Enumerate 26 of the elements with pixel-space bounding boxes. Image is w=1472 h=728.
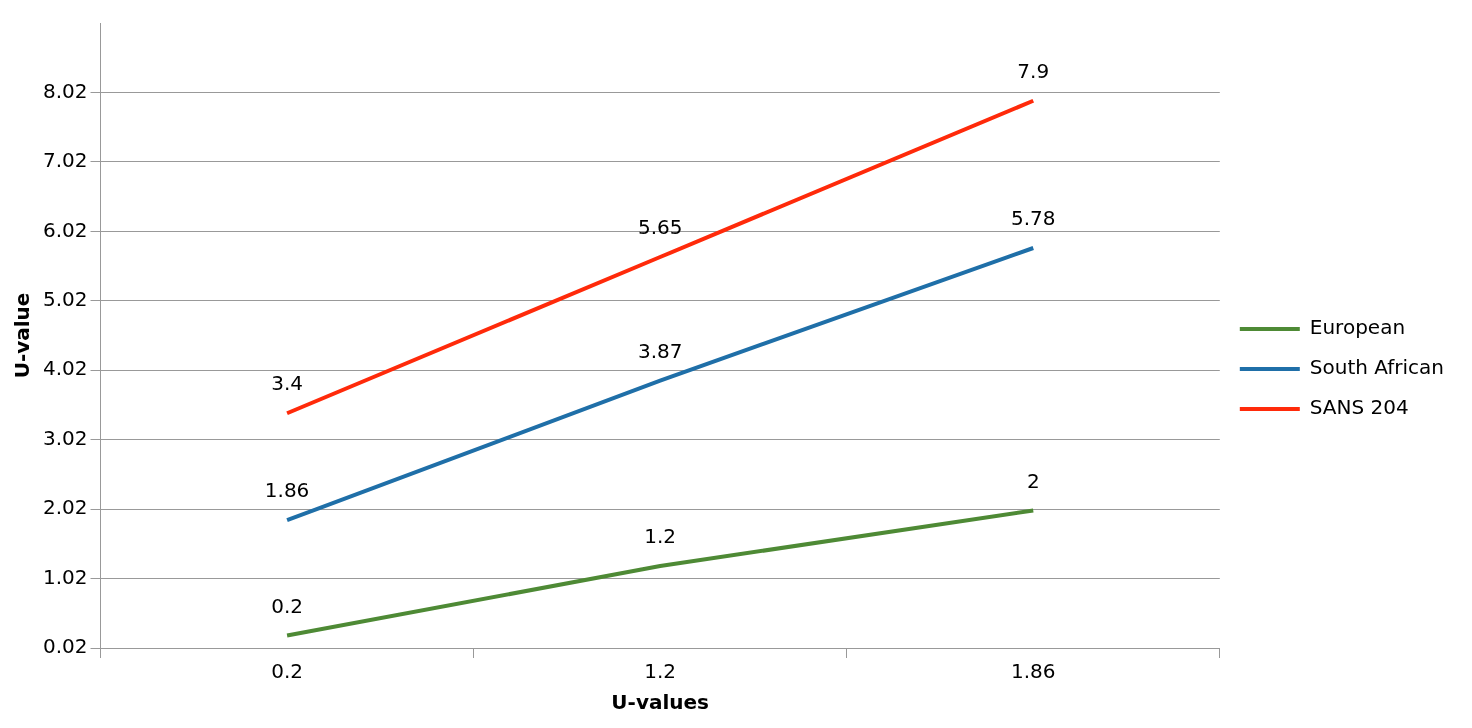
y-tick-label: 8.02 — [43, 78, 88, 103]
x-axis-title: U-values — [611, 690, 709, 715]
legend-label: SANS 204 — [1309, 395, 1409, 420]
data-label: 0.2 — [271, 593, 303, 618]
y-tick-label: 7.02 — [43, 148, 88, 173]
y-tick-label: 0.02 — [43, 634, 88, 659]
x-tick-label: 0.2 — [271, 659, 303, 684]
y-tick-label: 2.02 — [43, 495, 88, 520]
data-label: 2 — [1026, 468, 1040, 493]
legend-label: European — [1309, 315, 1406, 340]
y-tick-label: 1.02 — [43, 564, 88, 589]
data-label: 3.4 — [271, 371, 303, 396]
y-tick-label: 5.02 — [43, 286, 88, 311]
x-tick-label: 1.86 — [1010, 659, 1056, 684]
y-tick-label: 4.02 — [43, 356, 88, 381]
data-label: 5.78 — [1010, 206, 1056, 231]
y-axis-title: U-value — [10, 292, 35, 379]
y-tick-label: 6.02 — [43, 217, 88, 242]
y-tick-label: 3.02 — [43, 425, 88, 450]
x-tick-label: 1.2 — [644, 659, 677, 684]
data-label: 7.9 — [1017, 58, 1050, 83]
data-label: 5.65 — [637, 215, 683, 240]
data-label: 1.2 — [644, 524, 677, 549]
legend-label: South African — [1309, 355, 1444, 380]
data-label: 1.86 — [264, 478, 310, 503]
data-label: 3.87 — [637, 338, 683, 363]
